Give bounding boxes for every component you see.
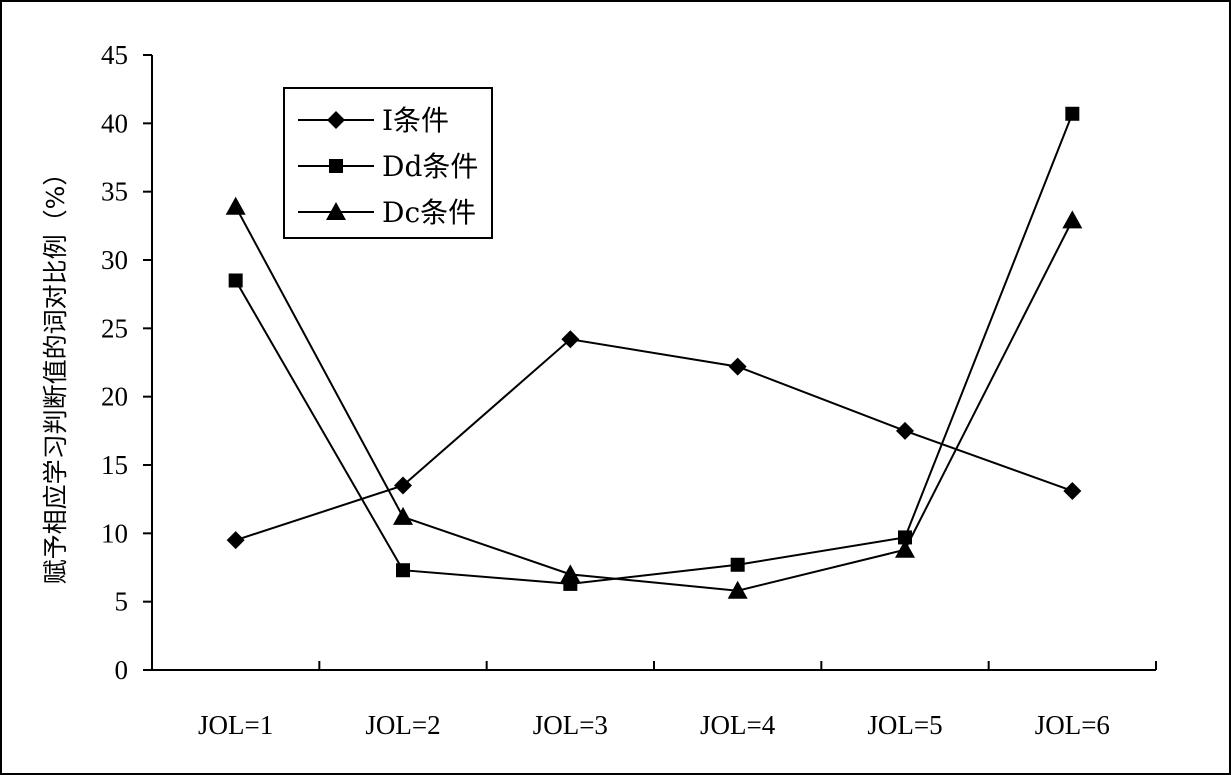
data-point [561, 330, 580, 349]
legend-item: Dd条件 [298, 150, 478, 183]
y-axis-label: 赋予相应学习判断值的词对比例（%） [41, 161, 70, 585]
legend-marker [327, 111, 345, 129]
series-line [234, 206, 1074, 592]
x-tick-label: JOL=6 [1035, 710, 1110, 740]
data-point [226, 531, 245, 550]
y-tick-label: 10 [101, 518, 128, 548]
data-point [394, 476, 412, 495]
data-point [228, 273, 243, 288]
series-line [234, 113, 1074, 585]
y-tick-label: 15 [101, 450, 128, 480]
y-tick-label: 35 [101, 177, 128, 207]
series-3 [225, 196, 1083, 599]
y-tick-label: 5 [115, 587, 129, 617]
data-point [1063, 481, 1082, 500]
series-1 [226, 330, 1082, 550]
series-line [235, 338, 1073, 542]
data-point [396, 563, 410, 578]
y-axis-ticks: 0 5 10 15 20 25 30 35 40 45 [101, 40, 152, 685]
legend-marker [329, 159, 343, 173]
data-point [225, 196, 246, 215]
y-tick-label: 20 [101, 382, 128, 412]
data-point [896, 421, 914, 440]
data-point [560, 564, 581, 583]
x-axis-ticks: JOL=1 JOL=2 JOL=3 JOL=4 JOL=5 JOL=6 [198, 661, 1157, 740]
x-tick-label: JOL=1 [198, 710, 273, 740]
legend-item: Dc条件 [298, 196, 476, 229]
y-tick-label: 25 [101, 313, 128, 343]
y-tick-label: 30 [101, 245, 128, 275]
legend: I条件 Dd条件 Dc条件 [283, 87, 493, 239]
x-tick-label: JOL=3 [533, 710, 608, 740]
series-2 [228, 106, 1080, 591]
legend-label: I条件 [382, 104, 449, 137]
legend-label: Dc条件 [382, 196, 476, 229]
data-point [895, 539, 915, 558]
y-tick-label: 40 [101, 108, 128, 138]
data-point [728, 357, 747, 376]
y-tick-label: 0 [115, 655, 129, 685]
data-point [730, 557, 745, 572]
legend-item: I条件 [298, 104, 449, 137]
x-tick-label: JOL=5 [867, 710, 942, 740]
y-tick-label: 45 [101, 40, 128, 70]
legend-label: Dd条件 [382, 150, 478, 183]
data-point [1062, 210, 1083, 229]
x-tick-label: JOL=2 [365, 710, 440, 740]
data-point [1065, 106, 1080, 121]
series-layer [225, 106, 1083, 599]
data-point [727, 580, 748, 599]
data-point [393, 506, 413, 525]
x-tick-label: JOL=4 [700, 710, 776, 740]
legend-marker [326, 202, 346, 220]
